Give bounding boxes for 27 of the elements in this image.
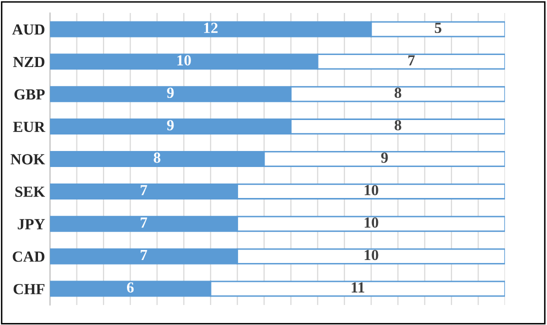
data-label: 8 bbox=[154, 152, 160, 163]
data-label: 8 bbox=[394, 88, 402, 98]
y-tick-label: NOK bbox=[10, 154, 46, 164]
data-label: 10 bbox=[364, 184, 378, 196]
y-tick-label: GBP bbox=[14, 89, 45, 100]
y-tick-label: AUD bbox=[12, 24, 44, 35]
data-label: 7 bbox=[408, 55, 415, 66]
data-label: 12 bbox=[204, 22, 218, 33]
data-label: 9 bbox=[167, 88, 174, 98]
y-tick-label: NZD bbox=[13, 56, 44, 67]
data-label: 11 bbox=[352, 282, 364, 292]
y-tick-label: JPY bbox=[18, 219, 45, 230]
data-label: 9 bbox=[381, 152, 388, 163]
data-label: 8 bbox=[394, 120, 402, 130]
data-label: 10 bbox=[177, 55, 191, 66]
y-tick-label: EUR bbox=[13, 122, 46, 132]
data-label: 7 bbox=[140, 218, 148, 228]
data-label: 6 bbox=[126, 282, 134, 293]
data-label: 10 bbox=[364, 250, 378, 260]
data-label: 7 bbox=[140, 185, 148, 196]
data-label: 7 bbox=[140, 250, 148, 260]
data-label: 10 bbox=[364, 217, 378, 228]
data-label: 5 bbox=[434, 22, 442, 34]
y-tick-label: SEK bbox=[15, 186, 46, 197]
data-label: 9 bbox=[167, 120, 174, 130]
y-tick-label: CAD bbox=[12, 252, 44, 262]
y-tick-label: CHF bbox=[14, 284, 44, 294]
